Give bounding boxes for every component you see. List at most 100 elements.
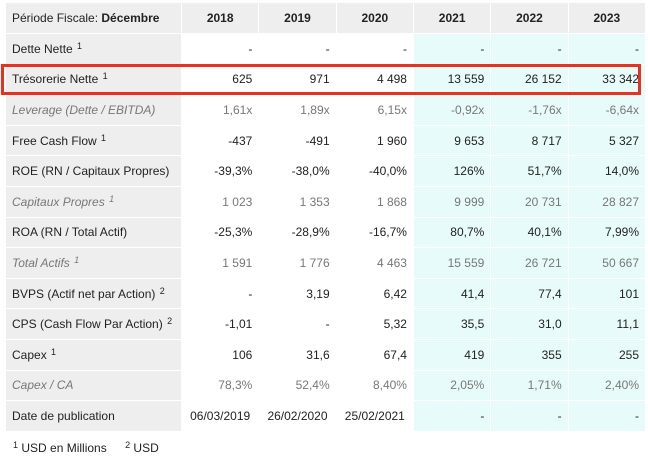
table-cell: -0,92x [413,95,492,126]
table-cell: - [568,34,646,65]
row-label-text: ROE (RN / Capitaux Propres) [12,164,170,179]
row-label-text: BVPS (Actif net par Action) [12,286,156,301]
row-label-text: Dette Nette [12,41,73,56]
table-cell: 4 498 [336,64,414,96]
table-row: Capex 1 106 31,6 67,4 419 355 255 [6,339,646,371]
table-cell: 25/02/2021 [336,401,414,432]
table-cell: 67,4 [336,339,414,371]
table-cell: 6,15x [336,95,414,126]
table-row: CPS (Cash Flow Par Action) 2 -1,01-5,32 35… [6,309,646,340]
table-cell: 33 342 [568,64,646,96]
table-cell: -25,3% [182,217,260,249]
table-cell: 9 653 [413,125,492,157]
table-cell: 26 152 [491,64,569,96]
table-cell: 31,6 [259,339,337,371]
table-cell: 1 960 [336,125,414,157]
row-label: Trésorerie Nette 1 [6,64,182,96]
table-row: ROA (RN / Total Actif) -25,3% -28,9% -16,7%… [6,217,646,249]
footnote: 1 USD en Millions [12,441,107,456]
table-cell: -40,0% [336,156,414,187]
table-cell: 31,0 [491,309,569,340]
table-cell: 2,05% [413,370,492,402]
table-cell: 355 [491,339,569,371]
table-row: BVPS (Actif net par Action) 2-3,19 6,42 41… [6,278,646,310]
row-label: Leverage (Dette / EBITDA) [6,95,182,126]
year-header: 2018 [182,3,260,34]
table-cell: 11,1 [568,309,646,340]
table-row: Dette Nette 1------ [6,34,646,65]
table-cell: 7,99% [568,217,646,249]
table-cell: - [491,34,569,65]
table-row: Leverage (Dette / EBITDA) 1,61x 1,89x 6,15x… [6,95,646,126]
table-cell: 35,5 [413,309,492,340]
table-row: Trésorerie Nette 1 625 971 4 498 13 559 26 15… [6,64,646,96]
year-header: 2019 [259,3,337,34]
table-cell: 06/03/2019 [182,401,260,432]
footnotes: 1 USD en Millions 2 USD [12,441,173,456]
table-cell: 1,71% [491,370,569,402]
financial-ratios-table: Période Fiscale: Décembre 2018 2019 2020… [6,3,646,432]
row-label-text: CPS (Cash Flow Par Action) [12,317,163,332]
table-cell: 3,19 [259,278,337,310]
table-cell: 8 717 [491,125,569,157]
row-label: ROA (RN / Total Actif) [6,217,182,249]
table-cell: -437 [182,125,260,157]
table-cell: 6,42 [336,278,414,310]
table-cell: 625 [182,64,260,96]
table-cell: -39,3% [182,156,260,187]
table-cell: 101 [568,278,646,310]
table-row: Date de publication 06/03/2019 26/02/2020 2… [6,401,646,432]
table-cell: - [182,278,260,310]
table-cell: 28 827 [568,186,646,218]
table-cell: 1 353 [259,186,337,218]
table-cell: 78,3% [182,370,260,402]
table-cell: 9 999 [413,186,492,218]
row-label: Total Actifs 1 [6,248,182,279]
table-cell: 419 [413,339,492,371]
table-cell: -1,76x [491,95,569,126]
row-label-text: Trésorerie Nette [12,72,99,87]
row-label: ROE (RN / Capitaux Propres) [6,156,182,187]
table-cell: 8,40% [336,370,414,402]
table-cell: 14,0% [568,156,646,187]
table-cell: 5,32 [336,309,414,340]
table-cell: 80,7% [413,217,492,249]
year-header: 2020 [336,3,414,34]
row-label-text: Capex [12,347,47,362]
table-cell: - [259,309,337,340]
table-cell: 2,40% [568,370,646,402]
table-header-row: Période Fiscale: Décembre 2018 2019 2020… [6,3,646,34]
table-cell: 126% [413,156,492,187]
row-label-text: ROA (RN / Total Actif) [12,225,128,240]
table-cell: 106 [182,339,260,371]
table-cell: - [336,34,414,65]
row-label: Date de publication [6,401,182,432]
row-label-text: Date de publication [12,408,115,423]
row-label-text: Total Actifs [12,255,70,270]
table-cell: 26/02/2020 [259,401,337,432]
table-cell: 15 559 [413,248,492,279]
period-header: Période Fiscale: Décembre [6,3,182,34]
row-label: BVPS (Actif net par Action) 2 [6,278,182,310]
footnote: 2 USD [124,441,159,456]
footnote-marker: 1 [77,40,83,51]
table-row: ROE (RN / Capitaux Propres) -39,3% -38,0% -… [6,156,646,187]
table-row: Capex / CA 78,3% 52,4% 8,40% 2,05% 1,71% 2,40% [6,370,646,402]
table-row: Free Cash Flow 1 -437 -491 1 960 9 653 8 717 5… [6,125,646,157]
year-header: 2021 [413,3,492,34]
table-cell: 4 463 [336,248,414,279]
table-cell: 20 731 [491,186,569,218]
table-cell: 1 868 [336,186,414,218]
row-label-text: Leverage (Dette / EBITDA) [12,102,156,117]
footnote-text: USD [133,441,159,455]
table-cell: -491 [259,125,337,157]
table-cell: -16,7% [336,217,414,249]
row-label: Capex 1 [6,339,182,371]
table-cell: 52,4% [259,370,337,402]
table-cell: - [413,34,492,65]
table-cell: 26 721 [491,248,569,279]
row-label-text: Capitaux Propres [12,194,105,209]
footnote-marker: 1 [51,346,57,357]
